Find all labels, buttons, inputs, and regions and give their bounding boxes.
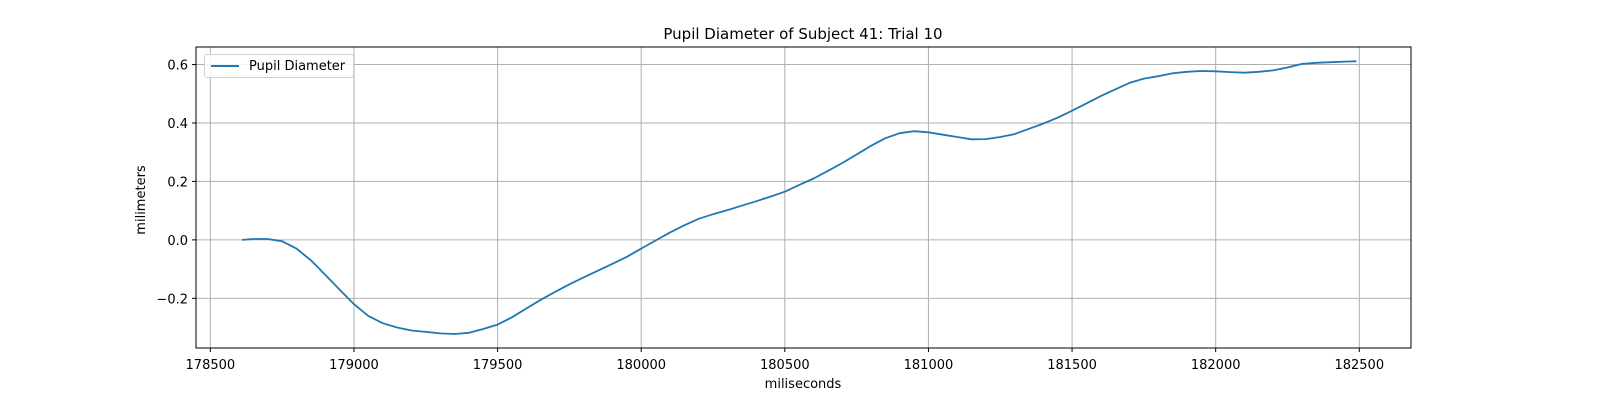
grid — [196, 47, 1411, 348]
x-tick-label: 178500 — [186, 358, 236, 373]
x-tick-label: 181500 — [1047, 358, 1097, 373]
x-axis-label: miliseconds — [765, 377, 842, 392]
x-tick-label: 179000 — [329, 358, 379, 373]
legend-line-swatch — [211, 65, 239, 67]
legend-label: Pupil Diameter — [249, 58, 346, 74]
y-tick-label: 0.4 — [167, 117, 188, 132]
series-layer — [241, 60, 1357, 335]
y-axis-ticks: −0.2 0.0 0.2 0.4 0.6 — [156, 59, 196, 307]
series-line-pupil-diameter — [241, 60, 1357, 335]
x-axis-ticks: 178500 179000 179500 180000 180500 181000 1815… — [186, 348, 1384, 373]
y-tick-label: 0.2 — [167, 175, 188, 190]
chart-title: Pupil Diameter of Subject 41: Trial 10 — [663, 25, 942, 43]
legend: Pupil Diameter — [204, 54, 355, 78]
y-tick-label: 0.6 — [167, 59, 188, 74]
y-axis-label: milimeters — [134, 165, 149, 235]
x-tick-label: 182500 — [1334, 358, 1384, 373]
x-tick-label: 182000 — [1191, 358, 1241, 373]
x-tick-label: 180500 — [760, 358, 810, 373]
y-tick-label: 0.0 — [167, 234, 188, 249]
x-tick-label: 181000 — [904, 358, 954, 373]
plot-area-frame — [195, 46, 1412, 349]
x-tick-label: 179500 — [473, 358, 523, 373]
x-tick-label: 180000 — [616, 358, 666, 373]
y-tick-label: −0.2 — [156, 292, 188, 307]
